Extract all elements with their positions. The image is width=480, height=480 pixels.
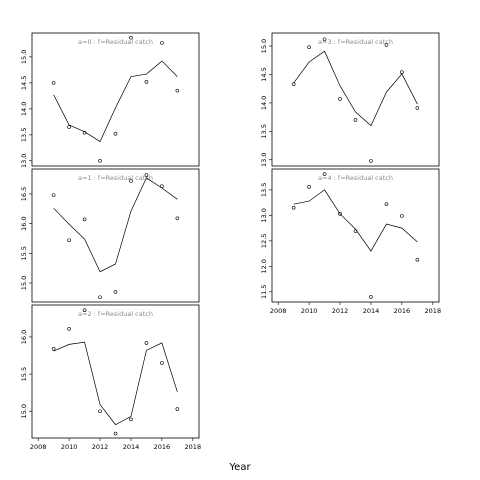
data-point [113,131,118,136]
x-tick-label: 2008 [30,443,47,451]
y-tick-label: 15.0 [20,276,28,290]
fit-line [293,189,418,252]
y-tick-label: 15.5 [20,246,28,260]
panel-title: a=0 : f=Residual catch [78,38,153,46]
y-tick-label: 14.5 [260,67,268,81]
fit-line [53,177,178,273]
panel-title: a=4 : f=Residual catch [318,174,393,182]
y-tick-label: 15.0 [20,50,28,64]
data-point [113,431,118,436]
data-point [129,417,133,422]
data-point [369,159,373,163]
data-point [160,41,164,45]
data-point [113,290,118,294]
data-point [82,217,87,222]
data-point [415,106,420,110]
panel: a=4 : f=Residual catch 11.5 12.0 12.5 13.0 13… [260,168,442,315]
x-tick-label: 2010 [301,307,318,315]
data-point [291,205,296,210]
data-point [384,43,389,47]
data-point [400,214,404,218]
x-axis-label: Year [228,462,251,473]
data-point [144,80,149,84]
data-point [67,326,71,331]
y-tick-label: 13.5 [20,128,28,142]
data-point [82,308,87,313]
data-point [98,295,102,300]
data-point [175,407,180,411]
x-tick-label: 2018 [185,443,202,451]
y-tick-label: 16.5 [20,187,28,201]
data-point [322,37,327,42]
panel: a=2 : f=Residual catch 15.0 15.5 16.0 2008 20… [20,304,202,451]
data-point [175,216,180,221]
y-tick-label: 14.0 [20,102,28,116]
data-point [51,347,56,351]
x-tick-label: 2010 [61,443,78,451]
panel: a=1 : f=Residual catch 15.0 15.5 16.0 16.5 [20,168,200,303]
data-point [51,81,56,85]
y-tick-label: 13.5 [260,124,268,138]
data-point [400,70,404,75]
data-point [67,125,71,129]
x-tick-label: 2012 [332,307,349,315]
y-tick-label: 13.5 [260,183,268,197]
data-point [67,238,71,243]
y-tick-label: 13.0 [260,153,268,167]
data-point [98,159,102,163]
y-tick-label: 13.0 [20,154,28,168]
panel: a=3 : f=Residual catch 13.0 13.5 14.0 14.5 15… [260,32,440,167]
y-tick-label: 15.5 [20,367,28,381]
data-point [307,185,311,189]
fit-line [293,50,418,127]
data-point [98,409,102,414]
y-tick-label: 12.5 [260,234,268,248]
x-tick-label: 2016 [154,443,171,451]
y-tick-label: 14.0 [260,96,268,110]
y-tick-label: 16.0 [20,330,28,344]
y-tick-label: 11.5 [260,285,268,299]
y-tick-label: 14.5 [20,76,28,90]
x-tick-label: 2008 [270,307,287,315]
y-tick-label: 16.0 [20,216,28,230]
y-tick-label: 15.0 [20,404,28,418]
plot-frame [31,304,200,439]
data-point [322,172,327,176]
plot-frame [271,168,440,303]
data-point [353,118,358,122]
y-tick-label: 13.0 [260,208,268,222]
panel-title: a=3 : f=Residual catch [318,38,393,46]
data-point [338,212,342,216]
panel: a=0 : f=Residual catch 13.0 13.5 14.0 14.5 15… [20,32,200,168]
data-point [291,82,296,86]
data-point [144,341,149,345]
y-tick-label: 15.0 [260,39,268,53]
x-tick-label: 2018 [425,307,442,315]
data-point [384,202,389,206]
data-point [307,45,311,50]
data-point [175,88,180,93]
panel-title: a=2 : f=Residual catch [78,310,153,318]
data-point [338,97,342,101]
fit-line [53,60,178,143]
data-point [129,179,133,183]
x-tick-label: 2016 [394,307,411,315]
data-point [415,257,420,262]
y-tick-label: 12.0 [260,259,268,273]
data-point [129,35,133,40]
data-point [144,173,149,177]
data-point [160,361,164,365]
plot-frame [271,32,440,167]
data-point [369,295,373,299]
data-point [51,193,56,197]
x-tick-label: 2014 [123,443,140,451]
fit-line [53,341,178,426]
x-tick-label: 2012 [92,443,109,451]
plot-frame [31,168,200,303]
panel-title: a=1 : f=Residual catch [78,174,153,182]
x-tick-label: 2014 [363,307,380,315]
plot-frame [31,32,200,167]
